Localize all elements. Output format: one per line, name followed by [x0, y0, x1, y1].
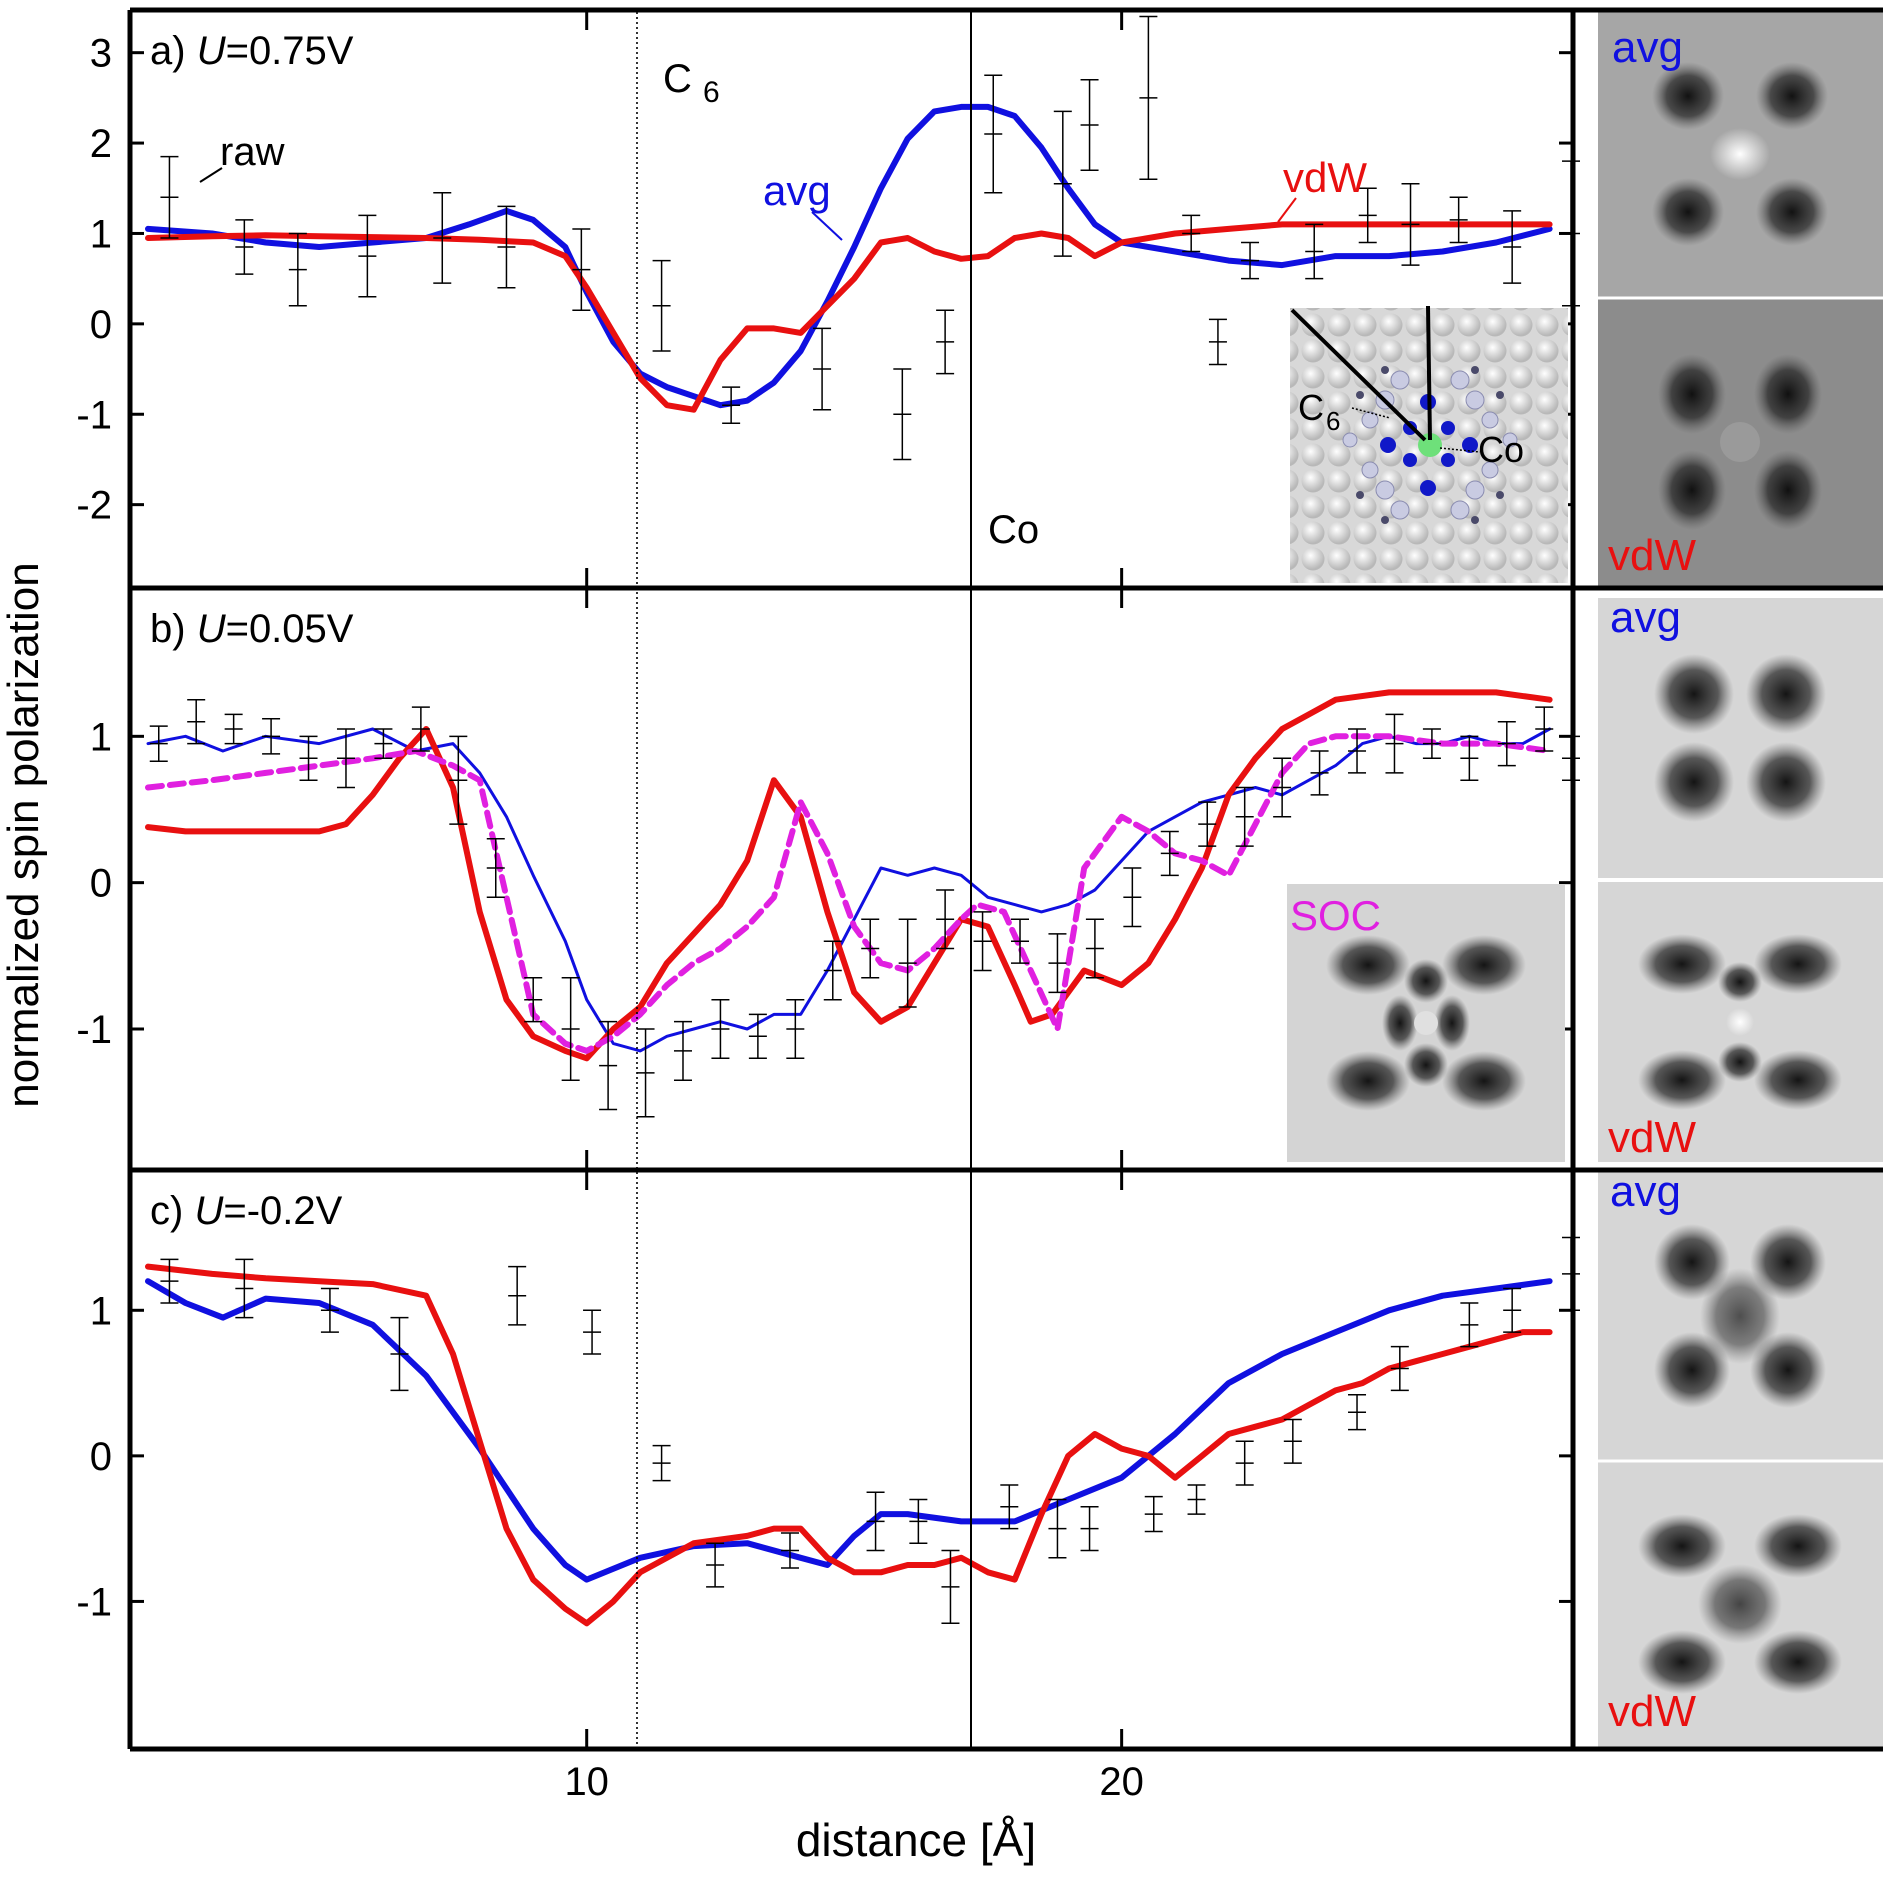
y-axis-label: normalized spin polarization	[0, 562, 48, 1107]
x-tick-label: 10	[564, 1760, 609, 1804]
raw-error-bars	[160, 1236, 1580, 1625]
y-tick-label: 0	[90, 303, 112, 347]
c6-label: C	[663, 57, 692, 101]
side-c-vdw-label: vdW	[1608, 1687, 1696, 1736]
vdw-leader-line	[1277, 197, 1297, 223]
soc-inset: SOC	[1287, 884, 1565, 1162]
vdw-line	[145, 1263, 1553, 1627]
side-a-vdw-label: vdW	[1608, 531, 1696, 580]
x-axis: 10 20	[564, 12, 1144, 1804]
y-tick-label: 1	[90, 715, 112, 759]
vdw-label: vdW	[1283, 154, 1367, 201]
y-tick-label: 3	[90, 32, 112, 76]
y-tick-label: 1	[90, 212, 112, 256]
side-image-a: avg vdW	[1598, 12, 1883, 586]
raw-error-bars	[149, 698, 1580, 1118]
avg-line	[145, 1278, 1553, 1583]
side-a-avg-label: avg	[1612, 23, 1683, 72]
side-images: avg vdW avg	[1598, 12, 1883, 1749]
inset-co-label: Co	[1478, 429, 1524, 470]
side-b-avg-label: avg	[1610, 593, 1681, 642]
panel-b: 1 0 -1 b) U=0.05V	[76, 607, 1580, 1118]
avg-label: avg	[763, 167, 831, 214]
raw-leader-line	[199, 167, 223, 183]
c6-subscript: 6	[703, 76, 720, 109]
side-image-c: avg vdW	[1598, 1167, 1883, 1749]
annotation-c6: C 6	[663, 57, 720, 109]
inset-c6-label: C	[1298, 387, 1324, 428]
side-b-vdw-label: vdW	[1608, 1113, 1696, 1162]
panel-label: c) U=-0.2V	[150, 1189, 343, 1233]
co-label: Co	[988, 508, 1039, 552]
avg-line	[146, 727, 1552, 1053]
y-tick-label: -2	[76, 484, 112, 528]
avg-line	[145, 103, 1553, 409]
x-axis-label: distance [Å]	[796, 1814, 1036, 1866]
figure-frame	[127, 7, 1883, 1752]
soc-line	[145, 733, 1553, 1054]
vdw-line	[145, 221, 1553, 413]
raw-label: raw	[220, 130, 285, 174]
panel-c: 1 0 -1 c) U=-0.2V	[76, 1189, 1580, 1627]
y-tick-label: 0	[90, 1435, 112, 1479]
soc-label: SOC	[1290, 892, 1381, 939]
y-tick-label: -1	[76, 1580, 112, 1624]
molecule-inset: C 6 Co	[1290, 305, 1568, 583]
y-tick-label: -1	[76, 1008, 112, 1052]
side-c-avg-label: avg	[1610, 1167, 1681, 1216]
panel-label: a) U=0.75V	[150, 29, 354, 73]
panel-label: b) U=0.05V	[150, 607, 354, 651]
y-tick-label: 2	[90, 122, 112, 166]
avg-leader-line	[811, 211, 843, 241]
vdw-line	[145, 689, 1553, 1062]
inset-c6-subscript: 6	[1326, 406, 1340, 436]
y-tick-label: 0	[90, 862, 112, 906]
side-image-b: avg vdW	[1598, 593, 1883, 1162]
y-tick-label: -1	[76, 393, 112, 437]
y-tick-label: 1	[90, 1289, 112, 1333]
x-tick-label: 20	[1099, 1760, 1144, 1804]
